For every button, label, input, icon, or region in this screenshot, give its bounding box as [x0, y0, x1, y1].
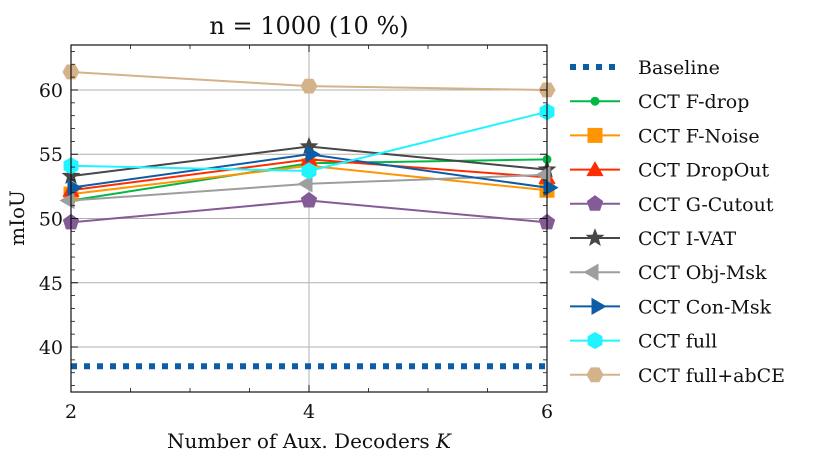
- legend-entry: CCT I-VAT: [570, 228, 736, 250]
- legend-marker: [586, 195, 604, 211]
- legend-label: CCT DropOut: [638, 160, 770, 182]
- data-point: [300, 78, 318, 94]
- y-tick-label: 60: [39, 80, 63, 102]
- data-point: [305, 145, 321, 163]
- y-tick-label: 50: [39, 209, 63, 231]
- legend-label: Baseline: [638, 57, 720, 79]
- legend-marker: [587, 127, 603, 143]
- x-axis-label: Number of Aux. Decoders K: [167, 429, 452, 453]
- legend-label: CCT full: [638, 331, 717, 353]
- legend-marker: [591, 297, 607, 316]
- grid-lines: [70, 45, 548, 392]
- legend-label: CCT Obj-Msk: [638, 262, 767, 284]
- x-tick-label: 4: [303, 401, 315, 423]
- legend-entry: CCT F-Noise: [570, 125, 760, 147]
- data-point: [297, 175, 313, 193]
- legend-entry: CCT Con-Msk: [570, 296, 772, 318]
- y-tick-label: 40: [39, 337, 63, 359]
- axis-ticks: 40 45 50 55 60 2 4 6: [39, 45, 553, 423]
- legend-entry: CCT full: [570, 331, 717, 353]
- y-tick-label: 45: [39, 273, 63, 295]
- legend-entry: CCT DropOut: [570, 160, 770, 182]
- legend-label: CCT G-Cutout: [638, 194, 774, 216]
- legend-label: CCT I-VAT: [638, 228, 736, 250]
- legend-entry: CCT F-drop: [570, 91, 749, 113]
- x-axis-label-symbol: K: [435, 429, 452, 453]
- y-axis-label: mIoU: [5, 190, 29, 246]
- x-axis-label-text: Number of Aux. Decoders: [167, 429, 430, 453]
- data-point: [300, 191, 318, 208]
- x-tick-label: 6: [541, 401, 553, 423]
- legend-entry: CCT G-Cutout: [570, 194, 774, 216]
- legend-marker: [587, 332, 603, 350]
- legend-marker: [586, 161, 604, 177]
- legend-label: CCT Con-Msk: [638, 296, 772, 318]
- legend-marker: [590, 96, 600, 106]
- legend-marker: [583, 263, 599, 281]
- y-tick-label: 55: [39, 144, 63, 166]
- legend-marker: [586, 367, 604, 383]
- chart-title: n = 1000 (10 %): [209, 12, 408, 40]
- legend-label: CCT F-drop: [638, 91, 749, 113]
- legend-label: CCT F-Noise: [638, 125, 760, 147]
- legend: Baseline CCT F-drop CCT F-Noise CCT DropOut…: [570, 57, 785, 387]
- legend-entry: Baseline: [570, 57, 720, 79]
- legend-marker: [585, 228, 605, 247]
- x-tick-label: 2: [65, 401, 77, 423]
- legend-entry: CCT full+abCE: [570, 365, 785, 387]
- series-layer: [59, 64, 559, 370]
- legend-label: CCT full+abCE: [638, 365, 785, 387]
- legend-entry: CCT Obj-Msk: [570, 262, 767, 284]
- data-point: [301, 162, 317, 180]
